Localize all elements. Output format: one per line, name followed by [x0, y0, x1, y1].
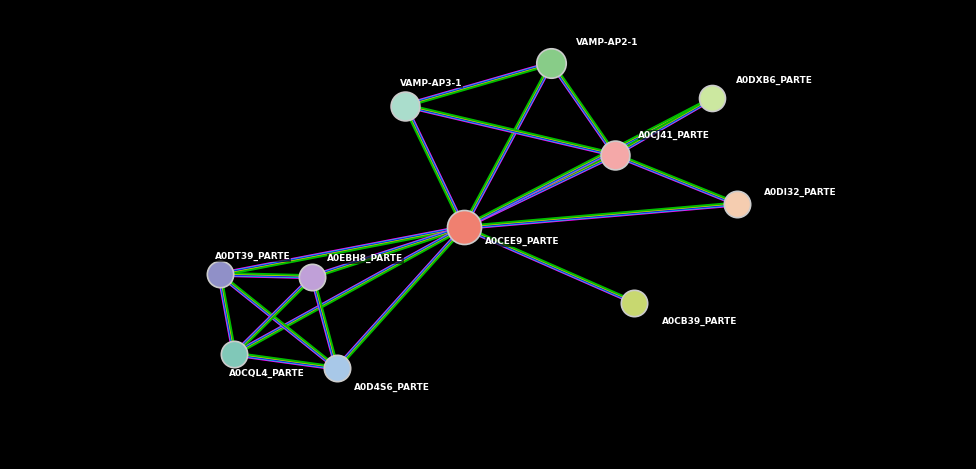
Point: [226, 350, 242, 358]
Text: VAMP-AP3-1: VAMP-AP3-1: [400, 78, 463, 88]
Point: [305, 273, 320, 280]
Text: A0CB39_PARTE: A0CB39_PARTE: [662, 317, 737, 326]
Point: [627, 299, 642, 306]
Point: [705, 95, 720, 102]
Text: A0D4S6_PARTE: A0D4S6_PARTE: [354, 383, 430, 393]
Text: A0CQL4_PARTE: A0CQL4_PARTE: [229, 369, 305, 378]
Text: A0DI32_PARTE: A0DI32_PARTE: [764, 188, 836, 197]
Text: A0DT39_PARTE: A0DT39_PARTE: [215, 252, 290, 261]
Point: [456, 224, 471, 231]
Point: [607, 151, 623, 159]
Point: [544, 60, 559, 67]
Point: [212, 271, 227, 278]
Text: A0EBH8_PARTE: A0EBH8_PARTE: [327, 254, 403, 264]
Text: A0CJ41_PARTE: A0CJ41_PARTE: [638, 130, 711, 140]
Point: [729, 200, 745, 208]
Point: [329, 364, 345, 372]
Text: A0DXB6_PARTE: A0DXB6_PARTE: [736, 76, 813, 85]
Text: VAMP-AP2-1: VAMP-AP2-1: [576, 38, 638, 47]
Text: A0CEE9_PARTE: A0CEE9_PARTE: [485, 237, 559, 246]
Point: [397, 102, 413, 109]
